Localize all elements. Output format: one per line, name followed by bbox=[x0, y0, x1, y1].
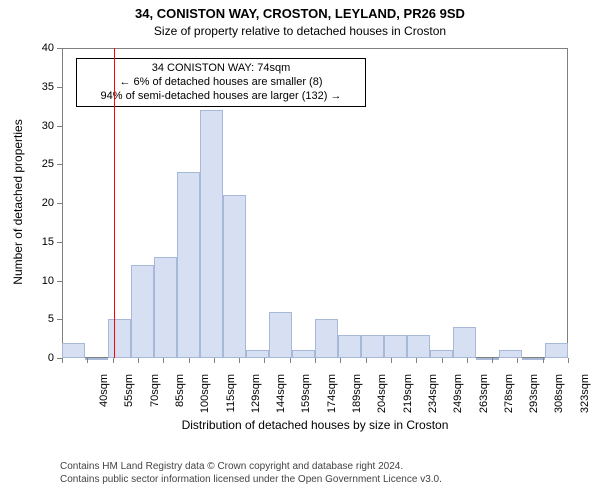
x-tick-label: 323sqm bbox=[579, 374, 591, 424]
x-tick bbox=[113, 358, 114, 363]
y-tick-label: 40 bbox=[32, 42, 54, 54]
chart-container: 34, CONISTON WAY, CROSTON, LEYLAND, PR26… bbox=[0, 0, 600, 500]
histogram-bar bbox=[522, 358, 545, 360]
y-tick bbox=[57, 281, 62, 282]
x-tick bbox=[517, 358, 518, 363]
y-tick-label: 25 bbox=[32, 158, 54, 170]
footer-line: Contains HM Land Registry data © Crown c… bbox=[60, 460, 442, 473]
x-tick-label: 204sqm bbox=[376, 374, 388, 424]
y-tick-label: 35 bbox=[32, 81, 54, 93]
x-tick bbox=[264, 358, 265, 363]
x-tick-label: 234sqm bbox=[427, 374, 439, 424]
x-tick bbox=[87, 358, 88, 363]
x-tick-label: 70sqm bbox=[149, 374, 161, 424]
histogram-bar bbox=[246, 350, 269, 358]
annotation-callout: 34 CONISTON WAY: 74sqm ← 6% of detached … bbox=[76, 58, 366, 107]
x-tick-label: 293sqm bbox=[528, 374, 540, 424]
x-tick bbox=[214, 358, 215, 363]
x-tick-label: 144sqm bbox=[275, 374, 287, 424]
x-tick-label: 55sqm bbox=[123, 374, 135, 424]
y-tick bbox=[57, 87, 62, 88]
histogram-bar bbox=[499, 350, 522, 358]
x-tick bbox=[366, 358, 367, 363]
histogram-bar bbox=[361, 335, 384, 358]
histogram-bar bbox=[453, 327, 476, 358]
histogram-bar bbox=[108, 319, 131, 358]
histogram-bar bbox=[154, 257, 177, 358]
histogram-bar bbox=[85, 358, 108, 360]
histogram-bar bbox=[545, 343, 568, 359]
x-axis-label: Distribution of detached houses by size … bbox=[62, 418, 568, 432]
histogram-bar bbox=[269, 312, 292, 359]
x-tick-label: 129sqm bbox=[250, 374, 262, 424]
histogram-bar bbox=[384, 335, 407, 358]
y-tick bbox=[57, 203, 62, 204]
annotation-line: 34 CONISTON WAY: 74sqm bbox=[85, 62, 357, 76]
y-tick-label: 10 bbox=[32, 275, 54, 287]
y-tick bbox=[57, 242, 62, 243]
y-tick bbox=[57, 164, 62, 165]
x-tick bbox=[543, 358, 544, 363]
footer-attribution: Contains HM Land Registry data © Crown c… bbox=[60, 460, 442, 486]
x-tick bbox=[138, 358, 139, 363]
x-tick bbox=[416, 358, 417, 363]
x-tick-label: 85sqm bbox=[174, 374, 186, 424]
x-tick-label: 100sqm bbox=[199, 374, 211, 424]
y-tick bbox=[57, 319, 62, 320]
x-tick bbox=[492, 358, 493, 363]
histogram-bar bbox=[200, 110, 223, 358]
histogram-bar bbox=[223, 195, 246, 358]
y-tick-label: 5 bbox=[32, 313, 54, 325]
annotation-line: 94% of semi-detached houses are larger (… bbox=[85, 90, 357, 104]
y-tick bbox=[57, 126, 62, 127]
x-tick-label: 40sqm bbox=[98, 374, 110, 424]
histogram-bar bbox=[131, 265, 154, 358]
x-tick bbox=[391, 358, 392, 363]
reference-marker-line bbox=[114, 48, 115, 358]
y-axis-label: Number of detached properties bbox=[11, 102, 25, 302]
x-tick bbox=[568, 358, 569, 363]
histogram-bar bbox=[407, 335, 430, 358]
chart-title-sub: Size of property relative to detached ho… bbox=[0, 24, 600, 38]
annotation-line: ← 6% of detached houses are smaller (8) bbox=[85, 76, 357, 90]
x-tick-label: 115sqm bbox=[225, 374, 237, 424]
x-tick bbox=[239, 358, 240, 363]
footer-line: Contains public sector information licen… bbox=[60, 473, 442, 486]
x-tick-label: 174sqm bbox=[326, 374, 338, 424]
x-tick bbox=[340, 358, 341, 363]
x-tick-label: 278sqm bbox=[503, 374, 515, 424]
histogram-bar bbox=[476, 358, 499, 360]
y-tick-label: 30 bbox=[32, 120, 54, 132]
histogram-bar bbox=[338, 335, 361, 358]
chart-title-main: 34, CONISTON WAY, CROSTON, LEYLAND, PR26… bbox=[0, 6, 600, 21]
x-tick bbox=[467, 358, 468, 363]
histogram-bar bbox=[62, 343, 85, 359]
x-tick bbox=[189, 358, 190, 363]
x-tick bbox=[315, 358, 316, 363]
histogram-bar bbox=[315, 319, 338, 358]
histogram-bar bbox=[292, 350, 315, 358]
x-tick-label: 263sqm bbox=[478, 374, 490, 424]
x-tick-label: 308sqm bbox=[553, 374, 565, 424]
y-tick-label: 15 bbox=[32, 236, 54, 248]
x-tick bbox=[290, 358, 291, 363]
x-tick bbox=[442, 358, 443, 363]
y-tick-label: 0 bbox=[32, 352, 54, 364]
x-tick-label: 189sqm bbox=[351, 374, 363, 424]
histogram-bar bbox=[177, 172, 200, 358]
y-tick bbox=[57, 48, 62, 49]
x-tick bbox=[163, 358, 164, 363]
x-tick bbox=[62, 358, 63, 363]
x-tick-label: 219sqm bbox=[402, 374, 414, 424]
histogram-bar bbox=[430, 350, 453, 358]
y-tick-label: 20 bbox=[32, 197, 54, 209]
x-tick-label: 159sqm bbox=[300, 374, 312, 424]
x-tick-label: 249sqm bbox=[452, 374, 464, 424]
